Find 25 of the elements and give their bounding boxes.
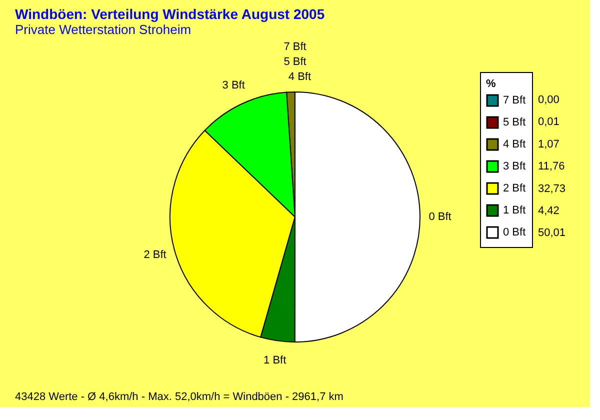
- data-label: 1,07: [538, 138, 560, 150]
- data-label: 0,01: [538, 116, 560, 128]
- slice-label: 2 Bft: [144, 248, 166, 261]
- slice-label: 4 Bft: [288, 71, 312, 84]
- legend-label: 2 Bft: [503, 182, 526, 194]
- legend-label: 1 Bft: [503, 204, 526, 216]
- legend-label: 5 Bft: [503, 116, 526, 128]
- chart-subtitle: Private Wetterstation Stroheim: [15, 22, 192, 37]
- data-label: 32,73: [538, 182, 566, 195]
- slice-label: 1 Bft: [264, 354, 286, 367]
- chart-title: Windböen: Verteilung Windstärke August 2005: [15, 6, 325, 22]
- text: 0,00: [538, 94, 560, 106]
- data-label: 11,76: [538, 160, 565, 173]
- legend-label: 4 Bft: [503, 138, 526, 150]
- slice-label: 5 Bft: [284, 56, 306, 68]
- legend-label: 3 Bft: [503, 160, 526, 172]
- category-label: 7 Bft: [284, 41, 306, 53]
- legend-label: 0 Bft: [503, 226, 526, 238]
- data-label: 4,42: [538, 205, 560, 217]
- text: 43428 Werte - Ø 4,6km/h - Max. 52,0km/h = Windböen - 2961,7 km: [15, 391, 344, 403]
- legend-label: 7 Bft: [503, 94, 526, 106]
- legend-title: %: [486, 78, 496, 90]
- data-label: 50,01: [538, 227, 566, 240]
- slice-label: 3 Bft: [222, 80, 245, 92]
- slice-label: 0 Bft: [428, 211, 452, 224]
